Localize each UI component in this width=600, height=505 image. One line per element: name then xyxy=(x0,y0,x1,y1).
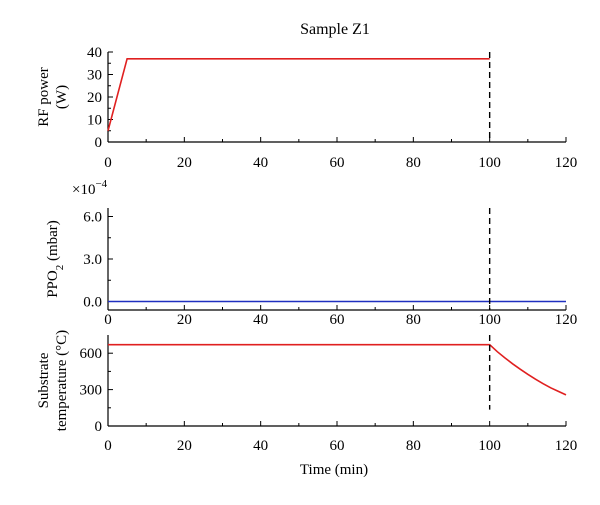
x-tick-label: 100 xyxy=(478,438,501,454)
x-tick-label: 100 xyxy=(478,155,501,171)
y-tick-label: 6.0 xyxy=(83,210,102,226)
y-tick-label: 0 xyxy=(95,135,103,151)
x-tick-label: 40 xyxy=(253,438,268,454)
x-tick-label: 60 xyxy=(330,312,345,328)
y-multiplier-label: ×10−4 xyxy=(72,178,108,198)
y-multiplier-exponent: −4 xyxy=(95,178,107,190)
subscript: 2 xyxy=(54,265,66,271)
x-tick-label: 60 xyxy=(330,438,345,454)
x-tick-label: 60 xyxy=(330,155,345,171)
y-axis-title: (W) xyxy=(54,85,70,109)
y-axis-title: RF power xyxy=(36,67,52,127)
y-tick-label: 3.0 xyxy=(83,252,102,268)
panel-ppo2: 0 20 40 60 80 100 120 0.0 3.0 6.0 PPO2 (mbar) ×10−4 xyxy=(45,178,577,328)
x-tick-label: 0 xyxy=(104,312,112,328)
y-tick-label: 0.0 xyxy=(83,295,102,311)
x-tick-label: 0 xyxy=(104,155,112,171)
x-tick-label: 80 xyxy=(406,438,421,454)
x-tick-label: 120 xyxy=(555,438,578,454)
x-tick-label: 20 xyxy=(177,155,192,171)
x-axis-title: Time (min) xyxy=(300,462,368,478)
x-tick-label: 20 xyxy=(177,438,192,454)
y-tick-label: 600 xyxy=(80,346,103,362)
x-tick-label: 40 xyxy=(253,155,268,171)
y-tick-label: 10 xyxy=(87,113,102,129)
x-tick-label: 0 xyxy=(104,438,112,454)
chart-title: Sample Z1 xyxy=(300,21,370,38)
panel-substrate-temperature: 0 20 40 60 80 100 120 0 300 600 Substrate temperatu… xyxy=(36,330,577,478)
x-tick-label: 100 xyxy=(478,312,501,328)
y-tick-label: 0 xyxy=(95,419,103,435)
x-tick-label: 120 xyxy=(555,155,578,171)
y-axis-title: temperature (°C) xyxy=(54,330,70,431)
x-tick-label: 120 xyxy=(555,312,578,328)
x-tick-label: 40 xyxy=(253,312,268,328)
x-tick-label: 80 xyxy=(406,155,421,171)
panel-rf-power: 0 20 40 60 80 100 120 0 10 20 30 40 RF power (W) xyxy=(36,45,577,171)
y-tick-label: 40 xyxy=(87,45,102,61)
y-tick-label: 20 xyxy=(87,90,102,106)
x-tick-label: 80 xyxy=(406,312,421,328)
y-axis-title: Substrate xyxy=(36,352,52,408)
y-tick-label: 300 xyxy=(80,383,103,399)
y-tick-label: 30 xyxy=(87,68,102,84)
series-line xyxy=(108,343,567,396)
series-line xyxy=(107,57,490,132)
y-axis-title: PPO2 (mbar) xyxy=(45,220,66,298)
x-tick-label: 20 xyxy=(177,312,192,328)
y-axis-title-rest: (mbar) xyxy=(45,220,61,265)
